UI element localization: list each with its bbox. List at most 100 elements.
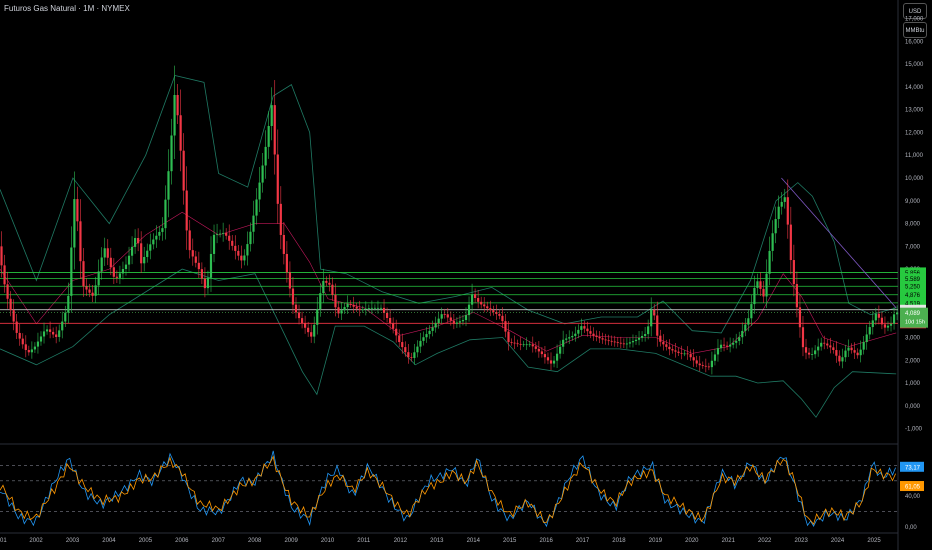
candle-body <box>249 231 252 245</box>
candle-body <box>552 360 556 364</box>
price-tick-label: 12,000 <box>905 130 924 136</box>
candle-body <box>644 334 647 336</box>
last-price-label: 4,089 <box>905 311 921 317</box>
candle-body <box>461 320 465 322</box>
candle-body <box>143 256 146 264</box>
candle-body <box>273 105 276 155</box>
candle-body <box>716 348 720 355</box>
candle-body <box>625 343 628 345</box>
candle-body <box>373 307 377 309</box>
candle-body <box>650 309 653 327</box>
candle-body <box>507 331 510 343</box>
candle-body <box>231 240 234 246</box>
candle-body <box>91 292 94 296</box>
candle-body <box>297 312 301 319</box>
candle-body <box>431 327 434 331</box>
candle-body <box>537 348 540 352</box>
candle-body <box>610 340 613 342</box>
candle-body <box>288 272 292 289</box>
time-tick-label: 2007 <box>212 538 226 544</box>
candle-body <box>173 94 176 136</box>
candle-body <box>149 244 152 251</box>
level-price-tag <box>900 273 926 284</box>
candle-body <box>835 350 838 356</box>
candle-body <box>234 245 237 251</box>
time-tick-label: 01 <box>0 538 7 544</box>
level-price-label: 4,876 <box>905 293 921 299</box>
candle-body <box>191 250 194 257</box>
unit-button[interactable]: MMBtu <box>903 22 927 38</box>
last-price-tag <box>900 307 928 328</box>
candle-body <box>188 230 191 251</box>
time-tick-label: 2016 <box>539 538 553 544</box>
candle-body <box>489 308 492 311</box>
candle-body <box>30 349 33 353</box>
candle-body <box>555 353 559 361</box>
candle-body <box>267 126 270 147</box>
candle-body <box>364 308 367 310</box>
candle-body <box>568 337 571 339</box>
candle-body <box>656 315 659 336</box>
candle-body <box>182 150 185 191</box>
candle-body <box>124 264 128 270</box>
candle-body <box>504 321 507 332</box>
stochastic-line <box>0 450 896 528</box>
candle-body <box>264 146 267 166</box>
candle-body <box>722 344 726 346</box>
candle-body <box>404 347 407 353</box>
candle-body <box>58 330 61 337</box>
candle-body <box>844 350 847 358</box>
candle-body <box>543 354 547 358</box>
candle-body <box>413 352 416 358</box>
candle-body <box>477 298 480 302</box>
candle-body <box>212 234 216 254</box>
candle-body <box>704 365 707 367</box>
candle-body <box>294 304 298 313</box>
candle-body <box>492 310 495 313</box>
candle-body <box>127 255 131 265</box>
candle-body <box>674 350 677 352</box>
candle-body <box>67 295 70 313</box>
candle-body <box>276 154 279 204</box>
candle-body <box>753 287 756 305</box>
candle-body <box>240 255 243 261</box>
candle-body <box>677 351 680 353</box>
price-tick-label: 8,000 <box>905 222 921 228</box>
currency-button[interactable]: USD <box>903 3 927 19</box>
candle-body <box>379 307 383 309</box>
candle-body <box>668 346 671 350</box>
price-tick-label: 0,000 <box>905 404 921 410</box>
candle-body <box>300 318 304 324</box>
candle-body <box>395 328 398 336</box>
candle-body <box>786 197 789 225</box>
candle-body <box>42 331 46 337</box>
candle-body <box>486 306 489 309</box>
candle-body <box>109 257 112 268</box>
candle-body <box>425 334 428 338</box>
candle-body <box>880 317 884 325</box>
candle-body <box>498 313 501 316</box>
candle-body <box>422 337 425 341</box>
candle-body <box>45 329 49 332</box>
candle-body <box>367 308 370 309</box>
candle-body <box>222 232 225 234</box>
candle-body <box>291 288 295 305</box>
candle-body <box>18 332 21 339</box>
price-tick-label: 15,000 <box>905 62 924 68</box>
candle-body <box>118 273 122 278</box>
candle-body <box>27 350 30 353</box>
candle-body <box>853 350 856 353</box>
candle-body <box>206 277 210 289</box>
candle-body <box>282 234 285 254</box>
candle-body <box>565 338 568 340</box>
candle-body <box>133 238 137 247</box>
candle-body <box>501 315 504 322</box>
candle-body <box>865 334 868 343</box>
time-tick-label: 2023 <box>794 538 808 544</box>
candle-body <box>218 233 222 235</box>
candle-body <box>838 355 841 362</box>
candle-body <box>389 317 392 324</box>
candle-body <box>343 307 346 311</box>
candle-body <box>847 347 850 351</box>
candle-body <box>628 342 632 344</box>
